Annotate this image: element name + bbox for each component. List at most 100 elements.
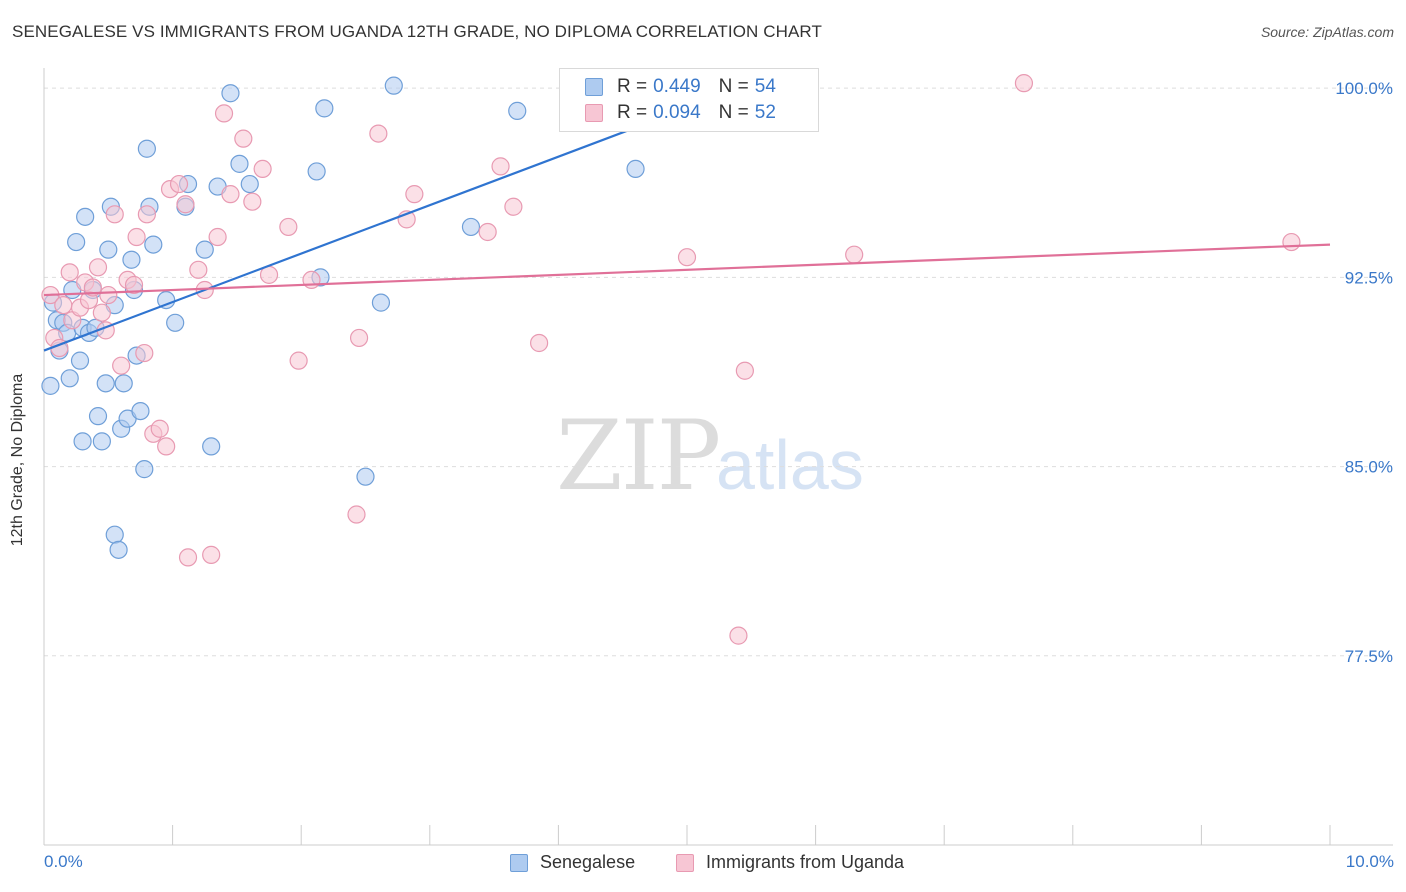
series-legend: Senegalese Immigrants from Uganda [0, 852, 1406, 876]
legend-row-uganda: R = 0.094 N = 52 [585, 101, 776, 125]
uganda-point [504, 197, 523, 216]
uganda-point [99, 285, 118, 305]
uganda-point [289, 351, 308, 370]
x-tick-label-min: 0.0% [44, 852, 83, 871]
uganda-point [729, 626, 748, 645]
senegalese-point [60, 369, 79, 388]
y-tick-label: 77.5% [1345, 647, 1393, 666]
senegalese-point [92, 432, 111, 451]
uganda-point [677, 248, 697, 267]
legend-label: Senegalese [540, 852, 636, 872]
senegalese-point [144, 235, 163, 254]
uganda-point [127, 227, 146, 247]
senegalese-point [157, 290, 176, 310]
uganda-point [178, 548, 198, 567]
senegalese-point [73, 432, 92, 451]
y-tick-label: 92.5% [1345, 268, 1393, 287]
uganda-point [60, 263, 79, 282]
legend-item-senegalese: Senegalese [510, 852, 635, 873]
uganda-point [150, 419, 169, 438]
uganda-point [157, 437, 176, 456]
senegalese-point [307, 162, 326, 181]
uganda-point [88, 258, 108, 277]
watermark-atlas: atlas [716, 426, 864, 504]
legend-swatch-pink [676, 853, 694, 872]
senegalese-point [461, 217, 481, 237]
senegalese-point [105, 525, 124, 544]
x-tick-label-max: 10.0% [1345, 852, 1394, 871]
uganda-point [405, 185, 424, 204]
r-value: 0.094 [653, 102, 701, 123]
uganda-point [92, 303, 111, 322]
uganda-point [491, 157, 510, 176]
uganda-point [347, 505, 366, 524]
senegalese-point [96, 374, 115, 393]
senegalese-point [356, 467, 375, 486]
senegalese-point [221, 84, 240, 103]
uganda-point [253, 159, 272, 179]
senegalese-point [122, 250, 141, 269]
senegalese-point [626, 159, 645, 179]
uganda-point [83, 278, 102, 297]
r-value: 0.449 [653, 76, 701, 97]
senegalese-point [41, 376, 60, 395]
uganda-point [137, 205, 156, 224]
uganda-point [478, 222, 497, 242]
uganda-point [1282, 232, 1301, 252]
senegalese-point [109, 540, 128, 559]
senegalese-point [67, 232, 86, 252]
senegalese-point [137, 139, 156, 158]
uganda-point [221, 185, 240, 204]
n-label: N = [718, 102, 749, 123]
uganda-point [112, 356, 131, 375]
senegalese-point [384, 76, 403, 95]
uganda-point [234, 129, 253, 148]
legend-item-uganda: Immigrants from Uganda [676, 852, 904, 873]
uganda-point [54, 296, 73, 315]
uganda-point [243, 192, 262, 211]
uganda-point [845, 245, 864, 264]
r-label: R = [617, 76, 648, 97]
uganda-point [135, 343, 154, 363]
senegalese-point [195, 240, 214, 259]
senegalese-point [135, 460, 154, 479]
legend-row-senegalese: R = 0.449 N = 54 [585, 75, 776, 99]
watermark-zip: ZIP [556, 400, 721, 512]
senegalese-trend-line [43, 102, 701, 352]
legend-label: Immigrants from Uganda [706, 852, 905, 872]
uganda-point [208, 227, 227, 247]
legend-swatch-blue [510, 853, 528, 872]
n-label: N = [718, 76, 749, 97]
senegalese-point [76, 207, 95, 226]
uganda-point [124, 275, 144, 295]
uganda-point [369, 124, 388, 143]
n-value: 52 [754, 102, 776, 123]
legend-swatch-blue [585, 78, 603, 96]
senegalese-point [508, 101, 527, 120]
source-label: Source: ZipAtlas.com [1260, 24, 1394, 40]
senegalese-point [131, 401, 150, 421]
uganda-trend-line [43, 243, 1331, 297]
senegalese-point [230, 154, 249, 173]
senegalese-point [202, 437, 221, 456]
uganda-point [735, 361, 754, 380]
uganda-point [530, 333, 549, 353]
uganda-point [189, 260, 208, 279]
uganda-point [202, 545, 221, 564]
senegalese-point [371, 293, 391, 312]
senegalese-point [315, 99, 334, 118]
senegalese-point [114, 374, 133, 393]
n-value: 54 [754, 76, 776, 97]
uganda-point [176, 195, 195, 214]
y-axis-label: 12th Grade, No Diploma [9, 373, 26, 547]
uganda-point [1014, 74, 1034, 93]
senegalese-point [70, 351, 90, 370]
legend-swatch-pink [585, 104, 603, 122]
uganda-point [279, 217, 298, 237]
r-label: R = [617, 102, 648, 123]
y-tick-label: 85.0% [1345, 458, 1393, 477]
uganda-point [169, 174, 189, 194]
correlation-legend: R = 0.449 N = 54 R = 0.094 N = 52 [559, 68, 819, 132]
uganda-point [105, 205, 124, 224]
